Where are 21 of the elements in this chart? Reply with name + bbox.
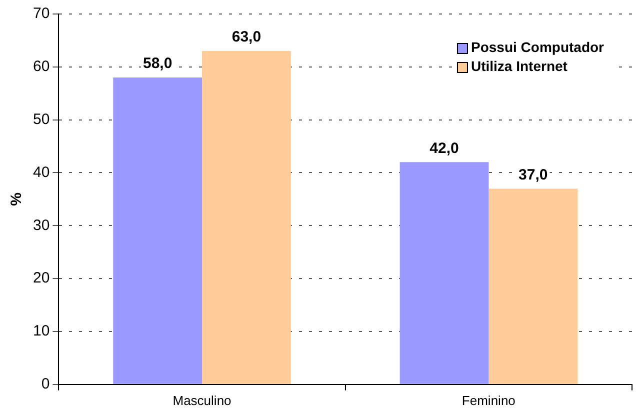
- x-tick-label: Feminino: [462, 392, 516, 408]
- y-tick-label: 0: [41, 376, 50, 393]
- y-tick-label: 20: [32, 270, 50, 287]
- x-tick-label: Masculino: [172, 392, 232, 408]
- y-tick-label: 40: [32, 164, 50, 181]
- bar: [400, 162, 489, 384]
- bar: [113, 77, 202, 384]
- y-axis-title: %: [8, 192, 26, 206]
- legend-label: Utiliza Internet: [470, 58, 568, 74]
- bar: [202, 51, 291, 384]
- y-tick-label: 60: [32, 58, 50, 76]
- data-label: 63,0: [232, 28, 262, 46]
- y-tick-label: 50: [32, 110, 50, 128]
- bar: [488, 188, 578, 384]
- y-tick-label: 10: [32, 322, 50, 340]
- y-tick-label: 70: [32, 5, 50, 22]
- data-label: 42,0: [430, 140, 459, 157]
- data-label: 58,0: [142, 55, 172, 72]
- y-tick-label: 30: [32, 216, 50, 234]
- data-label: 37,0: [518, 166, 548, 184]
- legend-label: Possui Computador: [470, 38, 605, 55]
